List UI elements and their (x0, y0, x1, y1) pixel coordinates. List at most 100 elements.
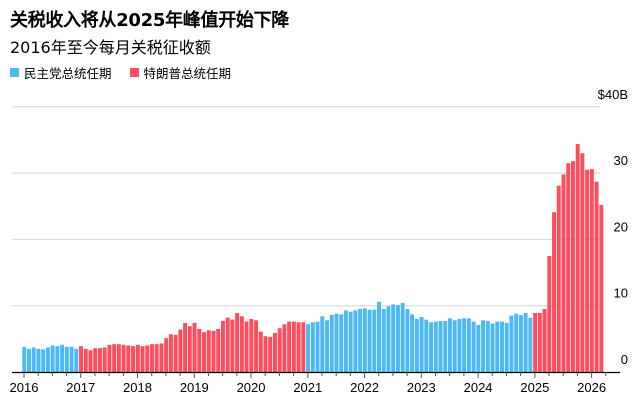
bar (55, 346, 60, 372)
bar (509, 315, 514, 372)
bar (197, 328, 202, 372)
bar (575, 143, 580, 372)
bar (183, 322, 188, 372)
bar (495, 321, 500, 372)
bar (490, 323, 495, 372)
bar (291, 321, 296, 372)
bar (50, 345, 55, 372)
bar (145, 345, 150, 372)
bar (329, 314, 334, 372)
bar (22, 346, 27, 372)
y-tick-label: 30 (614, 153, 628, 168)
legend-label-trump: 特朗普总统任期 (143, 66, 232, 81)
bar (339, 314, 344, 372)
x-tick-label: 2020 (237, 380, 266, 395)
bar (296, 322, 301, 372)
bar (528, 317, 533, 372)
bar (566, 163, 571, 372)
bar (481, 320, 486, 372)
bar (225, 317, 230, 372)
bar (410, 314, 415, 372)
bar (69, 346, 74, 372)
bar (173, 334, 178, 372)
bar (556, 185, 561, 372)
bar (358, 309, 363, 372)
bar (164, 338, 169, 372)
bar (306, 324, 311, 372)
bar (395, 305, 400, 372)
bar (79, 346, 83, 372)
x-tick-label: 2018 (123, 380, 152, 395)
bar (36, 348, 41, 372)
bar (561, 174, 566, 372)
y-tick-label: $40B (598, 87, 628, 102)
bar (599, 204, 604, 372)
bar (391, 304, 396, 372)
bar (419, 316, 424, 372)
bar (220, 320, 225, 372)
bar (320, 316, 325, 372)
bar (580, 153, 585, 372)
y-tick-label: 20 (614, 219, 628, 234)
bar (272, 332, 277, 372)
legend-swatch-democrat (10, 68, 19, 77)
x-tick-label: 2026 (577, 380, 606, 395)
bar (585, 169, 590, 372)
bar (230, 319, 235, 372)
bar (514, 313, 519, 372)
bar (150, 344, 154, 372)
x-tick-label: 2019 (180, 380, 209, 395)
bar (518, 314, 523, 372)
bar (500, 321, 504, 372)
bar (202, 332, 206, 372)
bar (537, 312, 542, 372)
bar (485, 320, 490, 372)
bar (462, 318, 467, 372)
bar (244, 321, 249, 372)
bar (211, 330, 216, 372)
bar (31, 347, 36, 372)
bar (448, 318, 452, 372)
legend-item-democrat: 民主党总统任期 (10, 63, 112, 82)
bar (424, 319, 429, 372)
bar (362, 308, 367, 372)
bar (239, 316, 244, 372)
bar (88, 350, 93, 372)
bar (64, 346, 69, 372)
bar (386, 306, 391, 372)
bar (310, 322, 315, 372)
bar (263, 336, 268, 372)
chart-subtitle: 2016年至今每月关税征收额 (10, 38, 211, 57)
x-tick-label: 2025 (520, 380, 549, 395)
bar (542, 309, 547, 372)
bar (476, 324, 481, 372)
x-tick-label: 2021 (293, 380, 322, 395)
bar (116, 344, 121, 372)
bar (254, 320, 258, 372)
bar (287, 321, 292, 372)
bar (154, 344, 159, 372)
bar (60, 344, 65, 372)
bar (533, 312, 538, 372)
bar (589, 169, 594, 372)
bar (353, 310, 358, 372)
bar (334, 313, 339, 372)
bar (206, 330, 211, 372)
bar (159, 343, 164, 372)
bar (74, 348, 79, 372)
bar (429, 322, 434, 372)
bar (433, 321, 438, 372)
bar (112, 344, 117, 372)
bar (140, 346, 145, 372)
bar (348, 311, 353, 372)
bar (405, 309, 410, 372)
bar (192, 322, 197, 372)
y-tick-label: 10 (614, 286, 628, 301)
bar (343, 310, 348, 372)
bar (126, 345, 131, 372)
bar (377, 301, 381, 372)
bar (268, 336, 273, 372)
bar (325, 320, 329, 372)
bar (97, 348, 102, 372)
